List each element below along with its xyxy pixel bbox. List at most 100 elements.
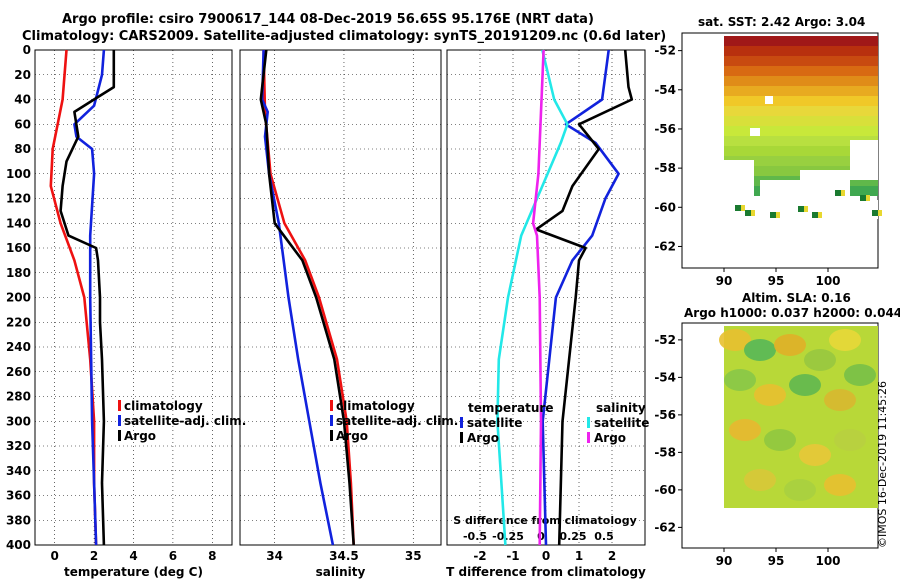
sst-band [724, 116, 878, 126]
lat-tick-label: -52 [654, 333, 676, 347]
imos-watermark: ©IMOS 16-Dec-2019 11:45:26 [876, 381, 889, 548]
sst-band [724, 56, 878, 66]
sla-blob [824, 474, 856, 496]
sst-pixel [798, 206, 804, 212]
sst-pixel [751, 210, 755, 216]
depth-tick-label: 220 [6, 315, 31, 329]
lat-tick-label: -54 [654, 370, 676, 384]
legend-swatch-t [460, 432, 463, 443]
lat-tick-label: -62 [654, 520, 676, 534]
sst-pixel [770, 212, 776, 218]
sst-band [724, 136, 878, 146]
depth-tick-label: 80 [14, 142, 31, 156]
legend-label-t: Argo [467, 431, 499, 445]
x-tick-label: 34 [266, 549, 283, 563]
x-tick-label: 0 [51, 549, 59, 563]
sla-map-field [719, 326, 878, 508]
depth-tick-label: 380 [6, 513, 31, 527]
x-tick-label: 34.5 [329, 549, 359, 563]
lon-tick-label: 90 [716, 554, 733, 568]
legend-swatch-satellite-adj-clim- [118, 415, 121, 426]
x-tick-label: -2 [473, 549, 486, 563]
x-tick-label: -1 [506, 549, 519, 563]
depth-tick-label: 0 [23, 43, 31, 57]
depth-tick-label: 320 [6, 439, 31, 453]
s-tick-label: 0.25 [559, 530, 586, 543]
sst-band [724, 46, 878, 56]
depth-tick-label: 180 [6, 266, 31, 280]
x-tick-label: 6 [169, 549, 177, 563]
legend-label: Argo [124, 429, 156, 443]
lon-tick-label: 90 [716, 274, 733, 288]
lon-tick-label: 100 [815, 274, 840, 288]
series-climatology [49, 49, 98, 546]
legend-label-s: satellite [594, 416, 649, 430]
s-tick-label: -0.5 [463, 530, 487, 543]
depth-tick-label: 240 [6, 340, 31, 354]
sst-pixel [841, 190, 845, 196]
sla-blob [834, 429, 866, 451]
depth-tick-label: 100 [6, 167, 31, 181]
x-axis-label: T difference from climatology [446, 565, 646, 579]
legend-label: Argo [336, 429, 368, 443]
depth-tick-label: 140 [6, 216, 31, 230]
series-t-argo [534, 49, 634, 546]
sst-gap [850, 140, 878, 180]
sla-blob [784, 479, 816, 501]
sst-band [724, 146, 878, 156]
sst-band [724, 66, 878, 76]
legend-title-temperature: temperature [468, 401, 553, 415]
legend-swatch-climatology [118, 400, 121, 411]
legend-swatch-s [587, 432, 590, 443]
legend-label: climatology [336, 399, 415, 413]
sla-blob [754, 384, 786, 406]
sst-gap [750, 128, 760, 136]
depth-tick-label: 200 [6, 291, 31, 305]
lat-tick-label: -60 [654, 483, 676, 497]
chart-title-line2: Climatology: CARS2009. Satellite-adjuste… [22, 29, 667, 44]
sla-blob [719, 329, 751, 351]
lat-tick-label: -56 [654, 122, 676, 136]
x-tick-label: 4 [129, 549, 137, 563]
legend-swatch-satellite-adj-clim- [330, 415, 333, 426]
sst-band [724, 156, 878, 166]
series-argo [259, 49, 355, 546]
sst-band [724, 126, 878, 136]
depth-tick-label: 160 [6, 241, 31, 255]
legend-swatch-Argo [330, 430, 333, 441]
lat-tick-label: -62 [654, 239, 676, 253]
legend-label: satellite-adj. clim. [124, 414, 246, 428]
sst-pixel [860, 195, 866, 201]
sla-blob [744, 469, 776, 491]
sst-gap [765, 96, 773, 104]
x-tick-label: 2 [90, 549, 98, 563]
series-s-argo [531, 49, 545, 546]
sst-band [724, 76, 878, 86]
sla-blob [844, 364, 876, 386]
sst-band [724, 106, 878, 116]
sst-band [724, 36, 878, 46]
lon-tick-label: 95 [768, 274, 785, 288]
chart-title-line1: Argo profile: csiro 7900617_144 08-Dec-2… [62, 12, 594, 27]
sst-pixel [835, 190, 841, 196]
legend-label: climatology [124, 399, 203, 413]
depth-tick-label: 260 [6, 365, 31, 379]
lat-tick-label: -58 [654, 161, 676, 175]
depth-tick-label: 120 [6, 192, 31, 206]
s-tick-label: 0 [537, 530, 545, 543]
sst-band [724, 86, 878, 96]
sla-blob [804, 349, 836, 371]
s-tick-label: -0.25 [492, 530, 524, 543]
legend-swatch-climatology [330, 400, 333, 411]
series-t-satellite [541, 49, 620, 546]
x-axis-label: temperature (deg C) [64, 565, 203, 579]
sla-blob [744, 339, 776, 361]
x-tick-label: 1 [575, 549, 583, 563]
sst-band [724, 96, 878, 106]
sst-pixel [776, 212, 780, 218]
sla-title-line1: Altim. SLA: 0.16 [742, 291, 851, 305]
sla-blob [799, 444, 831, 466]
series-argo [59, 50, 116, 546]
sst-pixel [866, 195, 870, 201]
